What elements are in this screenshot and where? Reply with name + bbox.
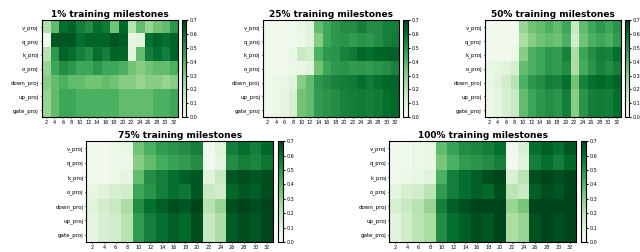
Title: 1% training milestones: 1% training milestones [51, 10, 168, 19]
Title: 50% training milestones: 50% training milestones [491, 10, 615, 19]
Title: 100% training milestones: 100% training milestones [418, 131, 548, 140]
Title: 75% training milestones: 75% training milestones [118, 131, 242, 140]
Title: 25% training milestones: 25% training milestones [269, 10, 393, 19]
